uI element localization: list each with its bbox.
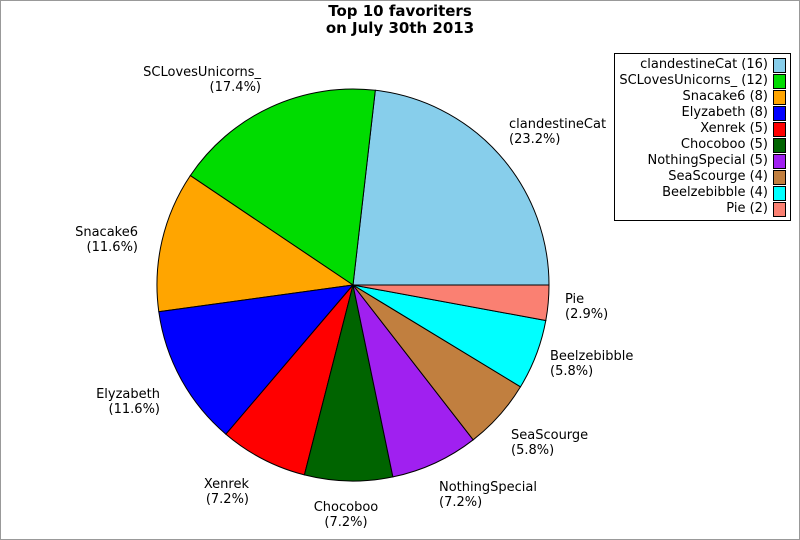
- slice-label-percent: (2.9%): [565, 307, 609, 322]
- legend-item-label: Xenrek (5): [700, 121, 768, 136]
- pie-slice-label: SeaScourge (5.8%): [511, 428, 588, 458]
- slice-label-name: Snacake6: [75, 225, 138, 240]
- legend-item: Xenrek (5): [619, 121, 786, 137]
- legend-item-label: SCLovesUnicorns_ (12): [619, 73, 768, 88]
- slice-label-name: Elyzabeth: [96, 387, 160, 402]
- pie-slice-SCLovesUnicorns_: [189, 88, 376, 286]
- legend-item-label: Elyzabeth (8): [681, 105, 768, 120]
- pie-slice-label: Xenrek (7.2%): [204, 477, 249, 507]
- slice-label-name: Beelzebibble: [550, 349, 634, 364]
- slice-label-percent: (5.8%): [511, 443, 555, 458]
- legend-item: Beelzebibble (4): [619, 185, 786, 201]
- legend: clandestineCat (16) SCLovesUnicorns_ (12)…: [614, 53, 791, 221]
- legend-item: clandestineCat (16): [619, 57, 786, 73]
- pie-slice-label: NothingSpecial (7.2%): [439, 480, 537, 510]
- legend-color-swatch: [773, 121, 786, 137]
- legend-color-swatch: [773, 57, 786, 73]
- legend-item: Pie (2): [619, 201, 786, 217]
- slice-label-percent: (7.2%): [205, 492, 249, 507]
- legend-color-swatch: [773, 201, 786, 217]
- slice-label-percent: (11.6%): [86, 240, 138, 255]
- slice-label-percent: (7.2%): [439, 495, 483, 510]
- legend-item-label: SeaScourge (4): [668, 169, 768, 184]
- slice-label-name: Pie: [565, 292, 585, 307]
- slice-label-percent: (23.2%): [509, 132, 561, 147]
- legend-color-swatch: [773, 73, 786, 89]
- chart-title: Top 10 favoriters on July 30th 2013: [1, 3, 799, 37]
- pie-slice-label: clandestineCat (23.2%): [509, 117, 606, 147]
- pie-slice-Pie: [352, 284, 550, 322]
- pie-slice-label: Elyzabeth (11.6%): [96, 387, 160, 417]
- legend-item: SCLovesUnicorns_ (12): [619, 73, 786, 89]
- legend-color-swatch: [773, 89, 786, 105]
- slice-label-name: SeaScourge: [511, 428, 589, 443]
- pie-slice-label: Chocoboo (7.2%): [314, 500, 379, 530]
- pie-slice-Elyzabeth: [158, 284, 355, 435]
- pie-slice-clandestineCat: [352, 89, 550, 286]
- legend-item: Chocoboo (5): [619, 137, 786, 153]
- legend-color-swatch: [773, 137, 786, 153]
- legend-item-label: Snacake6 (8): [682, 89, 768, 104]
- legend-item-label: NothingSpecial (5): [647, 153, 768, 168]
- legend-color-swatch: [773, 153, 786, 169]
- legend-item-label: clandestineCat (16): [640, 57, 768, 72]
- legend-item: Snacake6 (8): [619, 89, 786, 105]
- pie-slice-label: Pie (2.9%): [565, 292, 608, 322]
- legend-color-swatch: [773, 105, 786, 121]
- pie-slice-label: Beelzebibble (5.8%): [550, 349, 633, 379]
- chart-title-line1: Top 10 favoriters: [328, 2, 472, 20]
- slice-label-name: Xenrek: [203, 477, 249, 492]
- legend-item-label: Beelzebibble (4): [662, 185, 768, 200]
- legend-color-swatch: [773, 169, 786, 185]
- slice-label-name: Chocoboo: [313, 500, 379, 515]
- slice-label-name: clandestineCat: [509, 117, 607, 132]
- legend-item: SeaScourge (4): [619, 169, 786, 185]
- slice-label-name: NothingSpecial: [439, 480, 537, 495]
- legend-item-label: Chocoboo (5): [680, 137, 768, 152]
- slice-label-percent: (11.6%): [108, 402, 160, 417]
- chart-title-line2: on July 30th 2013: [325, 19, 475, 37]
- legend-item-label: Pie (2): [726, 201, 768, 216]
- slice-label-percent: (7.2%): [324, 515, 368, 530]
- slice-label-percent: (5.8%): [550, 364, 594, 379]
- slice-label-percent: (17.4%): [209, 80, 261, 95]
- legend-color-swatch: [773, 185, 786, 201]
- pie-slice-Snacake6: [156, 174, 355, 313]
- pie-slice-label: SCLovesUnicorns_ (17.4%): [143, 65, 261, 95]
- pie-slice-label: Snacake6 (11.6%): [75, 225, 138, 255]
- slice-label-name: SCLovesUnicorns_: [143, 65, 261, 80]
- legend-item: NothingSpecial (5): [619, 153, 786, 169]
- legend-item: Elyzabeth (8): [619, 105, 786, 121]
